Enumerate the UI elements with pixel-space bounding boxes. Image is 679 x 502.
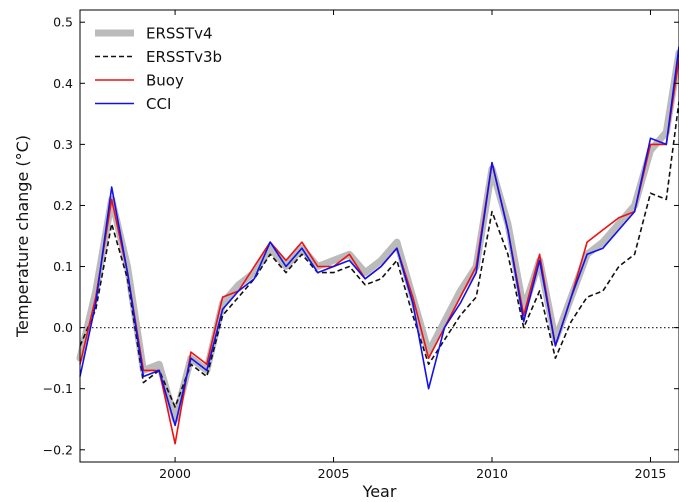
series-line-cci <box>79 46 679 427</box>
ticks-layer: 2000 2005 2010 2015 −0.2 −0.1 0.0 0.1 0.2 0.3 0.4 0… <box>43 10 679 481</box>
y-tick-label: 0.4 <box>53 76 73 91</box>
y-tick-label: 0.0 <box>53 320 73 335</box>
x-tick-label: 2005 <box>318 466 350 481</box>
y-axis-title: Temperature change (°C) <box>13 135 32 338</box>
x-tick-label: 2000 <box>159 466 191 481</box>
legend-label-ersstv4: ERSSTv4 <box>146 25 213 43</box>
y-tick-label: 0.2 <box>53 198 73 213</box>
series-layer <box>76 46 679 445</box>
x-axis-title: Year <box>362 482 397 501</box>
y-tick-label: 0.5 <box>53 15 73 30</box>
y-tick-label: −0.2 <box>43 442 73 457</box>
legend-label-ersstv3b: ERSSTv3b <box>146 48 222 66</box>
x-tick-label: 2010 <box>476 466 508 481</box>
legend-label-buoy: Buoy <box>146 72 184 90</box>
legend: ERSSTv4 ERSSTv3b Buoy CCI <box>95 25 222 113</box>
y-tick-label: 0.3 <box>53 137 73 152</box>
plot-frame <box>79 9 679 463</box>
series-line-ersstv3b <box>79 101 679 408</box>
x-tick-label: 2015 <box>635 466 667 481</box>
y-tick-label: 0.1 <box>53 259 73 274</box>
y-tick-label: −0.1 <box>43 381 73 396</box>
legend-label-cci: CCI <box>146 95 171 113</box>
